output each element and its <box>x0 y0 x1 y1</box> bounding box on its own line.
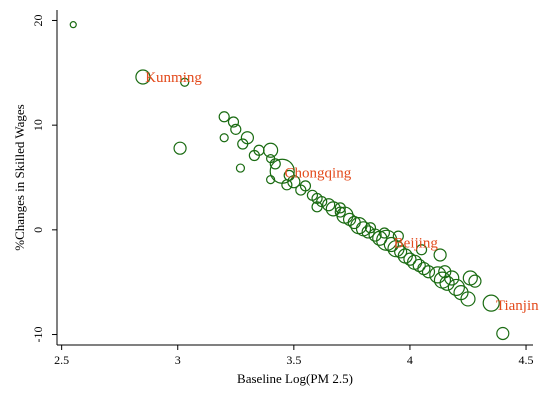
data-point <box>394 245 408 259</box>
data-point <box>281 179 293 191</box>
data-point <box>237 138 249 150</box>
data-point <box>135 69 151 85</box>
data-point <box>383 236 399 253</box>
point-label: Chongqing <box>285 165 352 181</box>
y-axis-title: %Changes in Skilled Wages <box>12 104 27 250</box>
data-point <box>295 184 307 196</box>
x-tick-label: 3.5 <box>286 353 301 367</box>
y-tick-label: -10 <box>31 327 45 343</box>
data-point <box>439 275 455 291</box>
data-point <box>266 174 276 185</box>
data-point <box>392 230 404 242</box>
data-point <box>287 175 301 189</box>
data-point <box>378 227 390 239</box>
x-tick-label: 2.5 <box>54 353 69 367</box>
x-axis-ticks: 2.5 3 3.5 4 4.5 <box>54 345 534 367</box>
data-point <box>334 202 346 214</box>
data-point <box>496 326 510 341</box>
data-point <box>322 198 336 212</box>
data-point <box>227 116 240 128</box>
data-point <box>180 77 190 87</box>
y-axis-ticks: -10 0 10 20 <box>31 14 57 343</box>
data-point <box>311 201 323 213</box>
point-labels-layer: Kunming Chongqing Beijing Tianjin <box>145 70 539 314</box>
data-point <box>248 149 260 162</box>
x-tick-label: 4.5 <box>519 353 534 367</box>
data-point <box>218 111 230 123</box>
data-point <box>269 158 281 170</box>
data-point <box>482 294 500 312</box>
data-point <box>334 206 346 218</box>
data-point <box>263 142 279 158</box>
point-label: Beijing <box>394 235 439 251</box>
data-point <box>429 266 447 284</box>
data-point <box>403 252 417 266</box>
point-label: Kunming <box>145 70 202 86</box>
data-point <box>447 278 465 297</box>
data-point <box>433 248 447 262</box>
point-label: Tianjin <box>496 298 539 314</box>
data-point <box>230 123 242 135</box>
data-point <box>69 21 77 29</box>
y-tick-label: 10 <box>31 119 45 131</box>
points-layer <box>69 21 510 341</box>
data-point <box>444 270 460 286</box>
x-tick-label: 3 <box>175 353 181 367</box>
y-tick-label: 0 <box>31 227 45 233</box>
axes <box>56 10 533 346</box>
data-point <box>460 291 476 307</box>
y-tick-label: 20 <box>31 14 45 26</box>
data-point <box>219 133 229 143</box>
x-axis-title: Baseline Log(PM 2.5) <box>237 371 353 386</box>
data-point <box>415 244 428 256</box>
data-point <box>364 222 377 234</box>
x-tick-label: 4 <box>407 353 413 367</box>
data-point <box>235 163 246 173</box>
data-point <box>468 274 482 288</box>
data-point <box>421 265 436 279</box>
data-point <box>173 141 187 155</box>
